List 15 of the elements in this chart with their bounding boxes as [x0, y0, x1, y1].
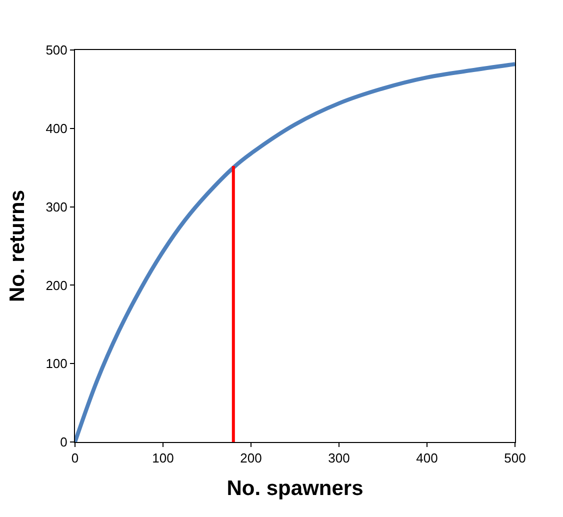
y-tick-label: 500 [46, 42, 68, 58]
x-tick-label: 200 [240, 450, 262, 466]
x-tick-label: 0 [71, 450, 79, 466]
x-axis-title: No. spawners [226, 476, 364, 500]
y-tick-label: 400 [46, 120, 68, 136]
y-axis-title: No. returns [6, 190, 29, 302]
x-tick-label: 500 [504, 450, 526, 466]
x-tick-label: 100 [152, 450, 174, 466]
y-tick-label: 100 [46, 356, 68, 372]
y-tick-label: 0 [60, 434, 68, 450]
x-tick-label: 400 [416, 450, 438, 466]
y-tick-label: 200 [46, 278, 68, 293]
x-tick-label: 300 [328, 450, 350, 466]
line-series [75, 62, 515, 442]
y-tick-label: 300 [46, 199, 68, 214]
